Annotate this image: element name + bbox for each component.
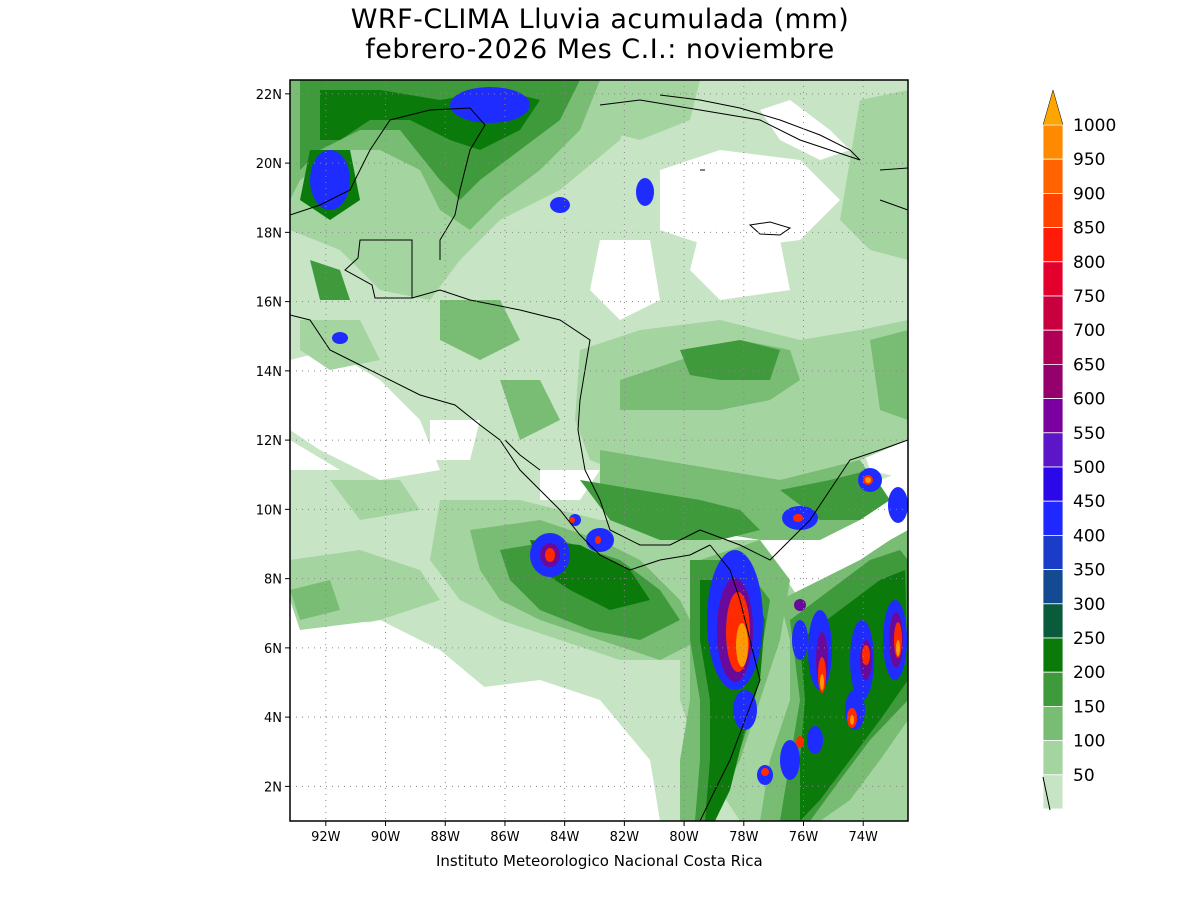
lon-tick-label: 74W	[849, 830, 879, 845]
colorbar-label: 150	[1073, 697, 1105, 717]
colorbar-label: 250	[1073, 629, 1105, 649]
colorbar-max-arrow	[1042, 89, 1064, 126]
colorbar-label: 950	[1073, 150, 1105, 170]
rain-1000-layer	[736, 477, 900, 725]
colorbar-box	[1042, 534, 1064, 570]
lon-tick-label: 92W	[311, 830, 341, 845]
colorbar-label: 50	[1073, 766, 1095, 786]
colorbar-label: 800	[1073, 253, 1105, 273]
colorbar-label: 850	[1073, 219, 1105, 239]
lat-tick-label: 12N	[256, 434, 282, 449]
colorbar-label: 350	[1073, 561, 1105, 581]
lat-tick-label: 20N	[256, 157, 282, 172]
grid-lines	[290, 80, 908, 821]
colorbar: 1000 950 900 850 800 750 700 650 600 550 500 450 400…	[1042, 89, 1116, 811]
lon-tick-label: 80W	[669, 830, 699, 845]
lon-tick-label: 78W	[729, 830, 759, 845]
colorbar-box	[1042, 363, 1064, 399]
map-footer-credit: Instituto Meteorologico Nacional Costa R…	[436, 852, 763, 870]
colorbar-label: 400	[1073, 526, 1105, 546]
colorbar-box	[1042, 124, 1064, 160]
colorbar-label: 200	[1073, 663, 1105, 683]
lat-tick-label: 4N	[264, 711, 282, 726]
lon-tick-label: 88W	[431, 830, 461, 845]
colorbar-label: 1000	[1073, 116, 1116, 136]
lon-tick-label: 82W	[610, 830, 640, 845]
colorbar-label: 650	[1073, 355, 1105, 375]
lon-tick-label: 86W	[490, 830, 520, 845]
lon-tick-label: 84W	[550, 830, 580, 845]
colorbar-box	[1042, 500, 1064, 536]
map-frame	[289, 79, 909, 822]
colorbar-box	[1042, 603, 1064, 639]
lat-tick-label: 10N	[256, 503, 282, 518]
colorbar-label: 550	[1073, 424, 1105, 444]
lat-tick-label: 18N	[256, 226, 282, 241]
colorbar-box	[1042, 466, 1064, 502]
colorbar-label: 600	[1073, 390, 1105, 410]
colorbar-box	[1042, 432, 1064, 468]
colorbar-box	[1042, 569, 1064, 605]
lat-tick-label: 22N	[256, 88, 282, 103]
lat-tick-label: 2N	[264, 780, 282, 795]
colorbar-label: 750	[1073, 287, 1105, 307]
colorbar-box	[1042, 637, 1064, 673]
lon-tick-label: 90W	[371, 830, 401, 845]
colorbar-box	[1042, 671, 1064, 707]
colorbar-box	[1042, 261, 1064, 297]
colorbar-label: 100	[1073, 732, 1105, 752]
lat-tick-label: 6N	[264, 642, 282, 657]
colorbar-box	[1042, 295, 1064, 331]
colorbar-min-tail	[1042, 776, 1051, 811]
colorbar-box	[1042, 193, 1064, 229]
colorbar-box	[1042, 740, 1064, 776]
dry-patches	[290, 100, 908, 821]
lon-tick-label: 76W	[789, 830, 819, 845]
colorbar-label: 700	[1073, 321, 1105, 341]
precipitation-field	[290, 80, 908, 821]
colorbar-box	[1042, 706, 1064, 742]
colorbar-label: 450	[1073, 492, 1105, 512]
colorbar-label: 300	[1073, 595, 1105, 615]
lat-tick-label: 14N	[256, 365, 282, 380]
lat-tick-label: 8N	[264, 573, 282, 588]
colorbar-label: 900	[1073, 184, 1105, 204]
colorbar-box	[1042, 329, 1064, 365]
lat-tick-label: 16N	[256, 296, 282, 311]
axis-ticks: 2N 4N 6N 8N 10N 12N 14N 16N 18N 20N 22N 92W 90W 88W 86…	[256, 88, 878, 845]
colorbar-boxes: 1000 950 900 850 800 750 700 650 600 550 500 450 400…	[1042, 116, 1116, 810]
colorbar-box	[1042, 158, 1064, 194]
colorbar-label: 500	[1073, 458, 1105, 478]
map-title-line2: febrero-2026 Mes C.I.: noviembre	[365, 34, 835, 65]
colorbar-box	[1042, 227, 1064, 263]
coastlines	[290, 94, 908, 821]
map-title-line1: WRF-CLIMA Lluvia acumulada (mm)	[350, 4, 850, 35]
colorbar-box	[1042, 398, 1064, 434]
